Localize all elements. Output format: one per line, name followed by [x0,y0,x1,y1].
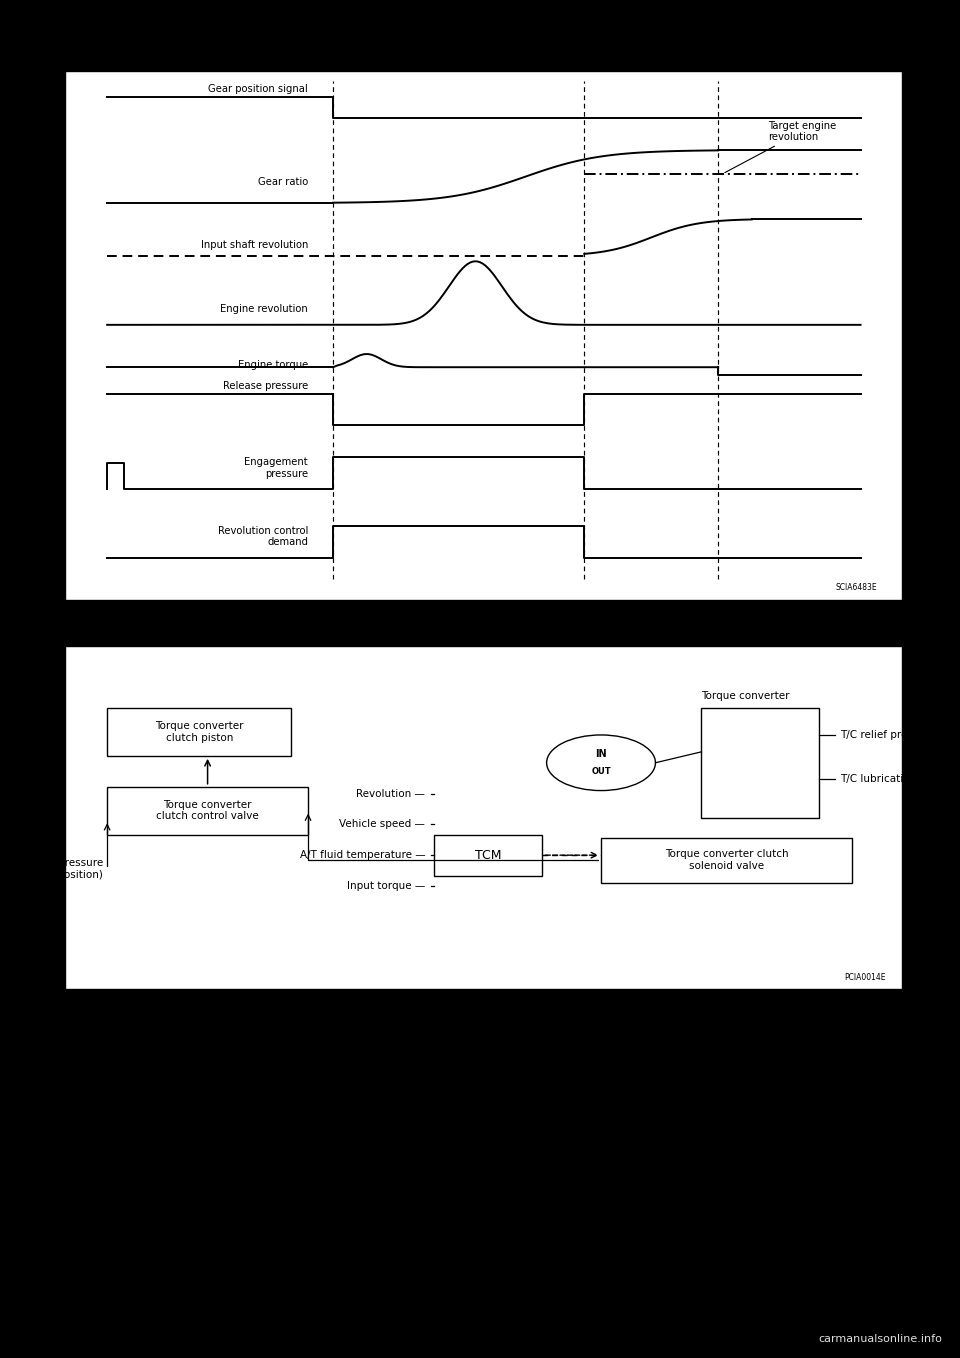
Text: Gear position signal: Gear position signal [208,84,308,95]
Text: OUT: OUT [591,767,611,775]
Text: A/T fluid temperature —: A/T fluid temperature — [300,850,425,860]
Text: Gear ratio: Gear ratio [258,177,308,187]
Text: TCM: TCM [475,849,501,862]
Text: PCIA0014E: PCIA0014E [844,972,886,982]
Text: Torque converter
clutch piston: Torque converter clutch piston [155,721,244,743]
Text: T/C relief pressure: T/C relief pressure [840,731,935,740]
Text: SCIA6483E: SCIA6483E [835,584,877,592]
Bar [108,708,291,756]
Bar [702,708,819,818]
Text: Torque converter: Torque converter [702,691,790,701]
Text: Engagement
pressure: Engagement pressure [245,458,308,478]
Text: Vehicle speed —: Vehicle speed — [340,819,425,830]
Text: Input shaft revolution: Input shaft revolution [201,240,308,250]
Text: Input torque —: Input torque — [347,881,425,891]
Text: Target engine
revolution: Target engine revolution [725,121,837,172]
Bar [601,838,852,883]
Text: T/C lubrication valve: T/C lubrication valve [840,774,948,784]
Text: IN: IN [595,750,607,759]
Bar [108,786,308,835]
Text: Torque converter
clutch control valve: Torque converter clutch control valve [156,800,259,822]
Text: Line pressure
(D position): Line pressure (D position) [33,858,103,880]
Text: Release pressure: Release pressure [223,382,308,391]
Text: carmanualsonline.info: carmanualsonline.info [819,1335,943,1344]
Text: Revolution control
demand: Revolution control demand [218,526,308,547]
Text: Torque converter clutch
solenoid valve: Torque converter clutch solenoid valve [664,850,788,870]
Text: Engine revolution: Engine revolution [220,304,308,314]
Text: Revolution —: Revolution — [356,789,425,799]
Text: Engine torque: Engine torque [238,360,308,369]
Bar [434,835,542,876]
